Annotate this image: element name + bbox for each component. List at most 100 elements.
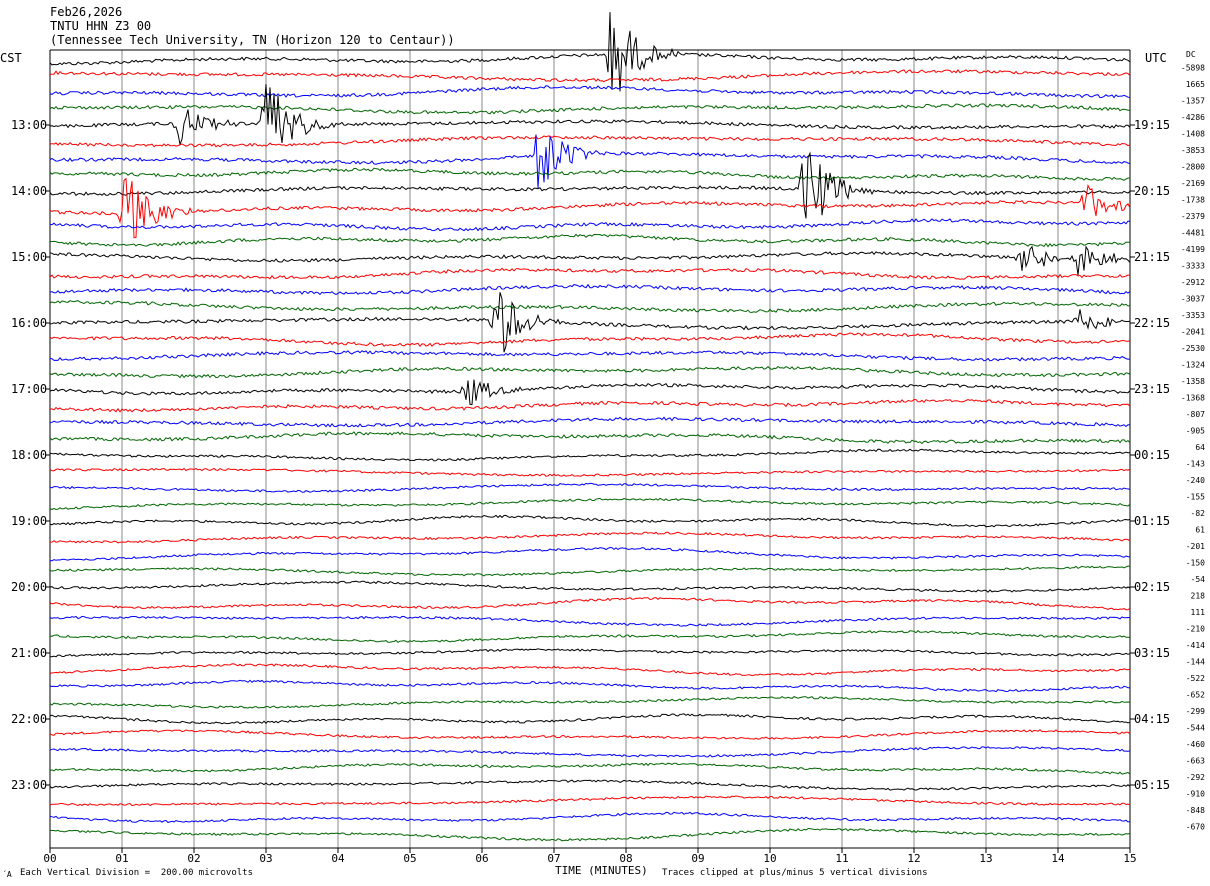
dc-offset-label: -299 [1186,707,1205,716]
dc-offset-label: -1368 [1181,393,1205,402]
dc-offset-label: -4286 [1181,113,1205,122]
dc-offset-label: -1324 [1181,360,1205,369]
date-label: Feb26,2026 [50,5,123,19]
dc-offset-label: -414 [1186,641,1205,650]
left-hour-label: 14:00 [11,184,47,198]
trace-1 [50,69,1131,83]
dc-offset-label: -54 [1191,575,1206,584]
trace-30 [49,546,1131,562]
left-timezone-label: CST [0,51,22,65]
clip-note: Traces clipped at plus/minus 5 vertical … [662,868,928,878]
trace-24 [49,448,1131,462]
dc-offset-label: -4199 [1181,245,1205,254]
trace-3 [49,103,1131,115]
trace-22 [49,416,1131,428]
trace-34 [49,615,1131,627]
dc-offset-label: -201 [1186,542,1205,551]
dc-offset-label: -2169 [1181,179,1205,188]
trace-6 [49,134,1131,189]
dc-offset-label: -2912 [1181,278,1205,287]
seismic-traces [49,12,1131,842]
x-tick-label: 08 [619,852,632,865]
trace-43 [49,762,1131,775]
trace-42 [49,746,1131,758]
right-hour-label: 03:15 [1134,646,1170,660]
trace-7 [49,167,1131,182]
trace-20 [49,379,1131,406]
dc-offset-label: -144 [1186,657,1205,666]
dc-offset-label: -652 [1186,690,1205,699]
x-tick-label: 13 [979,852,992,865]
scale-note: Each Vertical Division = 200.00 microvol… [20,868,253,878]
corner-mark: ´A [2,870,12,879]
x-tick-label: 09 [691,852,704,865]
dc-offset-label: -1357 [1181,96,1205,105]
x-tick-label: 03 [259,852,272,865]
trace-10 [49,218,1131,232]
right-hour-label: 01:15 [1134,514,1170,528]
dc-offset-label: -807 [1186,410,1205,419]
dc-offset-label: -3333 [1181,261,1205,270]
dc-offset-label: -3853 [1181,146,1205,155]
dc-offset-label: 61 [1195,525,1205,534]
right-hour-label: 21:15 [1134,250,1170,264]
trace-37 [49,663,1131,677]
dc-offset-label: -5898 [1181,63,1205,72]
trace-11 [49,233,1131,248]
trace-28 [49,514,1131,528]
dc-offset-label: -2041 [1181,327,1205,336]
trace-46 [49,811,1131,823]
dc-offset-label: -848 [1186,806,1205,815]
trace-31 [49,565,1131,577]
axis-labels: 00 01 02 03 04 05 06 07 08 09 10 11 12 13 14 15 13:00 14:… [11,63,1205,865]
trace-5 [49,135,1131,148]
site-label: (Tennessee Tech University, TN (Horizon … [50,33,455,47]
trace-4 [49,84,1131,147]
x-tick-label: 12 [907,852,920,865]
x-tick-label: 00 [43,852,56,865]
trace-44 [49,779,1131,791]
dc-offset-label: -2800 [1181,162,1205,171]
dc-offset-label: -150 [1186,558,1205,567]
trace-33 [49,597,1131,611]
dc-offset-label: -143 [1186,459,1205,468]
trace-2 [49,85,1131,99]
trace-8 [49,151,1131,219]
x-tick-label: 05 [403,852,416,865]
trace-13 [49,267,1131,280]
dc-offset-label: 218 [1191,591,1206,600]
dc-offset-label: -910 [1186,789,1205,798]
right-hour-label: 00:15 [1134,448,1170,462]
x-tick-label: 11 [835,852,848,865]
trace-12 [49,245,1131,276]
trace-47 [49,828,1131,842]
dc-offset-label: -240 [1186,476,1205,485]
minute-gridlines [49,49,1131,853]
trace-23 [49,431,1131,445]
left-hour-label: 19:00 [11,514,47,528]
trace-9 [49,177,1131,239]
right-hour-label: 23:15 [1134,382,1170,396]
dc-offset-label: -905 [1186,426,1205,435]
trace-17 [49,332,1131,348]
x-tick-label: 14 [1051,852,1065,865]
x-tick-label: 01 [115,852,128,865]
dc-offset-label: -460 [1186,740,1205,749]
left-hour-label: 20:00 [11,580,47,594]
right-hour-label: 04:15 [1134,712,1170,726]
right-hour-label: 19:15 [1134,118,1170,132]
dc-offset-label: -210 [1186,624,1205,633]
dc-offset-label: -1408 [1181,129,1205,138]
trace-25 [49,467,1131,477]
trace-41 [49,729,1131,740]
dc-offset-label: -522 [1186,674,1205,683]
trace-36 [49,648,1131,658]
x-tick-label: 15 [1123,852,1136,865]
trace-19 [49,365,1131,379]
dc-offset-label: -3353 [1181,311,1205,320]
dc-offset-label: -2530 [1181,344,1205,353]
trace-38 [49,679,1130,693]
left-hour-label: 22:00 [11,712,47,726]
dc-label: DC [1186,50,1196,59]
dc-offset-label: -3037 [1181,294,1205,303]
